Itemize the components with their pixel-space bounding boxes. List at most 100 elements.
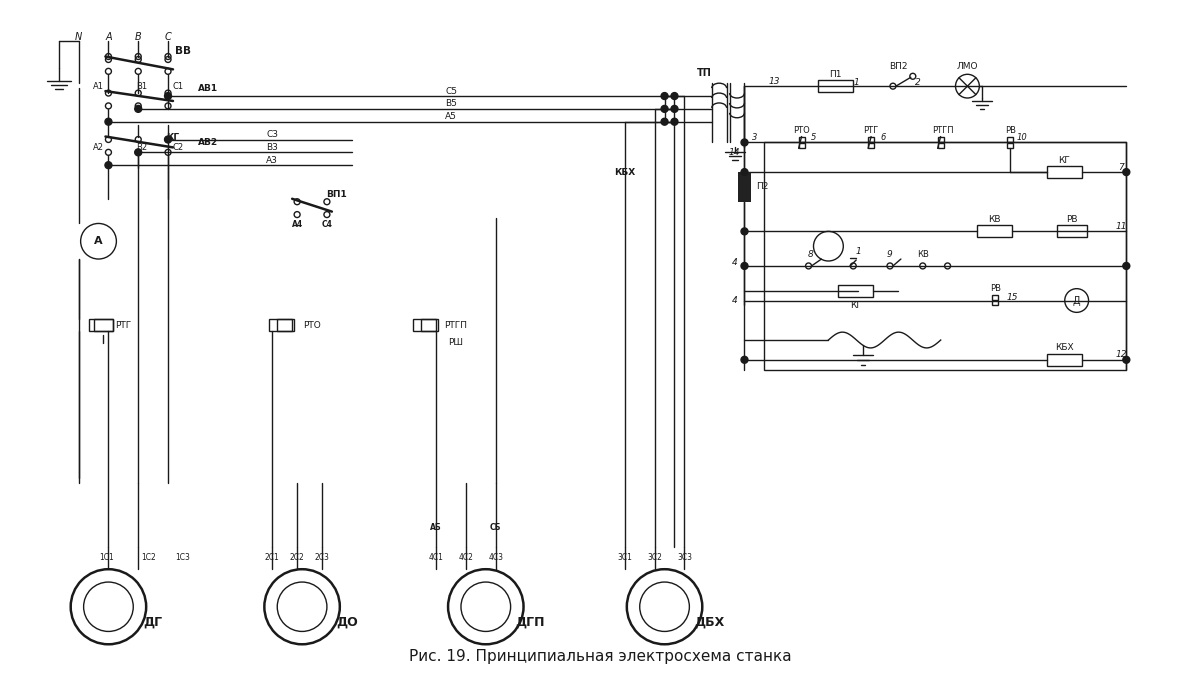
Text: СБ: СБ xyxy=(490,523,502,532)
Circle shape xyxy=(134,149,142,155)
Circle shape xyxy=(104,162,112,169)
Bar xyxy=(738,172,751,202)
Text: 15: 15 xyxy=(1007,293,1018,302)
Text: 7: 7 xyxy=(1118,162,1124,172)
Text: ВВ: ВВ xyxy=(175,46,191,55)
Text: A: A xyxy=(94,236,103,246)
Text: АВ2: АВ2 xyxy=(198,138,218,147)
Text: C: C xyxy=(164,32,172,42)
Text: 11: 11 xyxy=(1116,222,1127,231)
Circle shape xyxy=(164,136,172,143)
Bar xyxy=(818,80,853,92)
Text: A1: A1 xyxy=(94,82,104,90)
Circle shape xyxy=(671,92,678,99)
Text: 4С1: 4С1 xyxy=(428,553,444,562)
Text: 2С3: 2С3 xyxy=(314,553,329,562)
Text: 2С2: 2С2 xyxy=(289,553,305,562)
Bar xyxy=(421,319,436,331)
Text: КВ: КВ xyxy=(989,215,1001,224)
Text: 8: 8 xyxy=(808,249,814,259)
Text: АБ: АБ xyxy=(431,523,442,532)
Circle shape xyxy=(742,262,748,269)
Text: ДГ: ДГ xyxy=(144,615,163,628)
Text: 4С2: 4С2 xyxy=(458,553,473,562)
Text: 1С3: 1С3 xyxy=(175,553,191,562)
Text: 2: 2 xyxy=(914,77,920,87)
Circle shape xyxy=(742,169,748,175)
Text: ТП: ТП xyxy=(697,68,712,78)
Text: 12: 12 xyxy=(1116,350,1127,360)
Text: П2: П2 xyxy=(756,182,768,191)
Text: A4: A4 xyxy=(292,220,302,229)
Circle shape xyxy=(134,105,142,112)
Circle shape xyxy=(1123,356,1129,363)
Text: 3: 3 xyxy=(751,133,757,142)
Text: ДГП: ДГП xyxy=(516,615,545,628)
Text: Д: Д xyxy=(1073,295,1080,306)
Text: КГ: КГ xyxy=(1058,155,1070,165)
Text: 4: 4 xyxy=(732,296,738,305)
Bar xyxy=(992,301,998,306)
Text: B5: B5 xyxy=(445,99,457,108)
Text: КГ: КГ xyxy=(167,133,180,142)
Bar xyxy=(413,319,438,331)
Circle shape xyxy=(1123,262,1129,269)
Text: ДБХ: ДБХ xyxy=(694,615,725,628)
Text: 3С3: 3С3 xyxy=(677,553,692,562)
Text: РТГП: РТГП xyxy=(444,321,468,329)
Bar xyxy=(992,295,998,300)
Bar xyxy=(1007,137,1013,142)
Bar xyxy=(839,285,874,297)
Bar xyxy=(277,319,292,331)
Text: 10: 10 xyxy=(1016,133,1027,142)
Circle shape xyxy=(164,92,172,99)
Text: A5: A5 xyxy=(445,112,457,121)
Bar xyxy=(94,319,114,331)
Text: 4: 4 xyxy=(732,258,738,267)
Text: 9: 9 xyxy=(887,249,893,259)
Text: 6: 6 xyxy=(881,133,886,142)
Bar xyxy=(1007,143,1013,148)
Text: C1: C1 xyxy=(173,82,184,90)
Text: КБХ: КБХ xyxy=(614,168,636,177)
Text: ДО: ДО xyxy=(336,615,358,628)
Circle shape xyxy=(661,105,668,112)
Text: П1: П1 xyxy=(829,70,842,79)
Text: 3С1: 3С1 xyxy=(617,553,632,562)
Text: ВП2: ВП2 xyxy=(889,62,907,71)
Text: РТГ: РТГ xyxy=(864,126,878,135)
Text: 13: 13 xyxy=(768,77,780,86)
Bar xyxy=(1046,354,1081,366)
Text: B3: B3 xyxy=(266,143,278,152)
Text: 1: 1 xyxy=(856,247,862,256)
Text: АВ1: АВ1 xyxy=(198,84,218,92)
Bar xyxy=(937,137,943,142)
Circle shape xyxy=(671,105,678,112)
Text: 14: 14 xyxy=(728,148,740,157)
Text: 5: 5 xyxy=(811,133,816,142)
Bar xyxy=(269,319,294,331)
Bar xyxy=(937,143,943,148)
Circle shape xyxy=(1123,169,1129,175)
Bar xyxy=(868,137,874,142)
Text: КВ: КВ xyxy=(917,249,929,259)
Text: C2: C2 xyxy=(173,143,184,152)
Text: ВП1: ВП1 xyxy=(326,190,347,199)
Text: 4С3: 4С3 xyxy=(488,553,503,562)
Circle shape xyxy=(742,228,748,235)
Circle shape xyxy=(742,356,748,363)
Text: 2С1: 2С1 xyxy=(265,553,280,562)
Bar xyxy=(764,142,1127,370)
Text: C3: C3 xyxy=(266,130,278,139)
Text: C5: C5 xyxy=(445,86,457,96)
Circle shape xyxy=(104,119,112,125)
Bar xyxy=(799,143,804,148)
Text: A2: A2 xyxy=(94,143,104,152)
Text: Рис. 19. Принципиальная электросхема станка: Рис. 19. Принципиальная электросхема ста… xyxy=(409,649,791,664)
Text: КБХ: КБХ xyxy=(1055,343,1074,353)
Text: РТГП: РТГП xyxy=(931,126,954,135)
Bar xyxy=(1046,166,1081,178)
Text: РВ: РВ xyxy=(1066,215,1078,224)
Text: РВ: РВ xyxy=(990,284,1001,293)
Text: C4: C4 xyxy=(322,220,332,229)
